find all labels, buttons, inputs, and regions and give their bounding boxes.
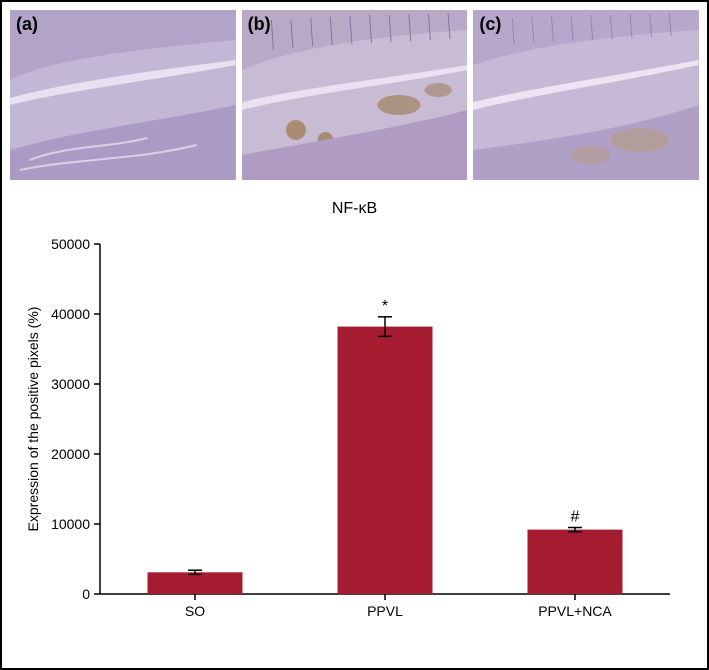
figure-container: (a) [0,0,709,670]
micrograph-b-svg [242,10,468,180]
svg-text:PPVL: PPVL [367,603,403,619]
svg-text:#: # [571,509,580,526]
micrograph-c-svg [473,10,699,180]
svg-text:20000: 20000 [51,446,90,462]
panel-b: (b) [242,10,468,180]
svg-text:*: * [382,298,388,315]
svg-text:40000: 40000 [51,306,90,322]
svg-text:30000: 30000 [51,376,90,392]
micrograph-panels: (a) [10,10,699,180]
panel-c: (c) [473,10,699,180]
bar-chart: NF-κB 0 10000 20000 30000 40000 50000 Expressi… [10,200,699,640]
panel-b-label: (b) [248,14,271,35]
chart-title: NF-κB [10,200,699,218]
svg-text:50000: 50000 [51,236,90,252]
panel-a: (a) [10,10,236,180]
svg-text:PPVL+NCA: PPVL+NCA [538,603,612,619]
chart-plot-area: 0 10000 20000 30000 40000 50000 Expression of … [10,224,699,634]
svg-text:Expression of the positive pix: Expression of the positive pixels (%) [25,307,41,532]
svg-text:0: 0 [82,586,90,602]
micrograph-a-svg [10,10,236,180]
panel-a-label: (a) [16,14,38,35]
panel-c-label: (c) [479,14,501,35]
chart-svg: 0 10000 20000 30000 40000 50000 Expression of … [10,224,700,634]
svg-text:SO: SO [185,603,205,619]
svg-text:10000: 10000 [51,516,90,532]
